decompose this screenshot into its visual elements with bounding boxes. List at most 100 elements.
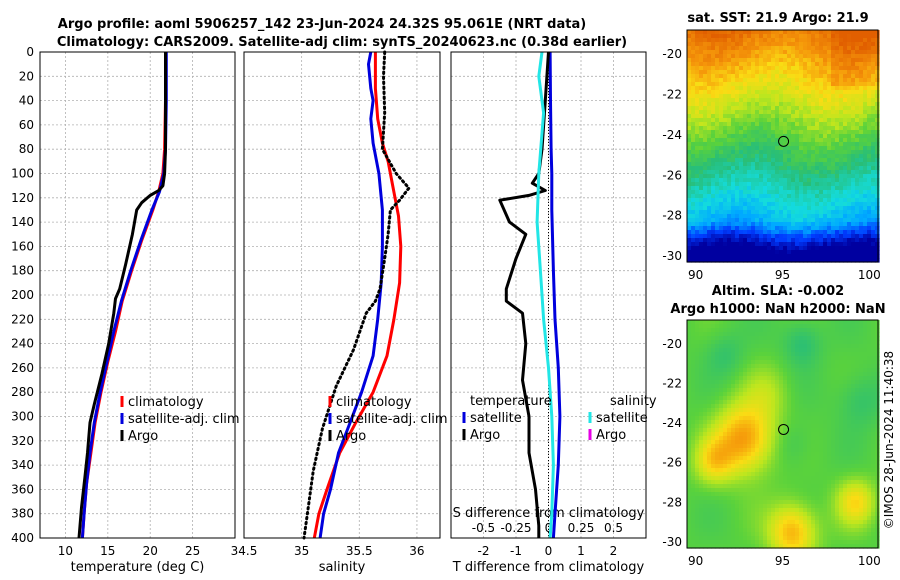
map-cell [731,154,736,159]
map-cell [823,420,828,425]
map-cell [759,372,764,377]
map-cell [691,344,696,349]
map-cell [747,106,752,111]
map-cell [707,480,712,485]
map-cell [711,230,716,235]
map-cell [687,456,692,461]
map-cell [735,420,740,425]
map-cell [755,238,760,243]
map-cell [699,336,704,341]
map-cell [783,110,788,115]
map-cell [803,118,808,123]
map-cell [695,464,700,469]
map-cell [755,452,760,457]
y-tick-label: 300 [11,410,34,424]
map-cell [775,250,780,255]
map-cell [739,524,744,529]
map-cell [799,114,804,119]
map-cell [783,254,788,259]
map-cell [791,504,796,509]
map-cell [827,444,832,449]
x-tick-label: 35.5 [346,544,373,558]
map-cell [831,178,836,183]
map-cell [735,496,740,501]
map-cell [723,516,728,521]
map-cell [731,500,736,505]
map-cell [807,170,812,175]
map-cell [727,214,732,219]
map-cell [875,38,880,43]
map-cell [775,360,780,365]
map-cell [723,202,728,207]
map-cell [699,472,704,477]
map-cell [715,50,720,55]
map-cell [847,182,852,187]
map-cell [739,130,744,135]
map-cell [699,46,704,51]
map-cell [779,202,784,207]
map-cell [787,190,792,195]
map-cell [803,536,808,541]
map-cell [719,74,724,79]
map-cell [755,162,760,167]
map-cell [795,412,800,417]
map-cell [775,376,780,381]
map-cell [723,356,728,361]
map-cell [751,150,756,155]
map-cell [795,328,800,333]
map-cell [731,218,736,223]
map-cell [763,246,768,251]
map-cell [815,372,820,377]
map-cell [763,436,768,441]
map-cell [775,110,780,115]
map-cell [799,94,804,99]
map-cell [755,432,760,437]
map-cell [739,218,744,223]
map-cell [843,34,848,39]
map-cell [763,182,768,187]
map-cell [859,54,864,59]
map-cell [727,496,732,501]
map-cell [811,114,816,119]
map-cell [695,170,700,175]
map-cell [823,528,828,533]
map-cell [779,536,784,541]
map-cell [815,520,820,525]
map-cell [719,94,724,99]
map-cell [815,194,820,199]
map-cell [859,166,864,171]
map-cell [843,114,848,119]
map-cell [811,420,816,425]
map-cell [711,50,716,55]
map-y-tick-label: -26 [662,168,682,182]
map-cell [715,460,720,465]
map-cell [747,198,752,203]
map-cell [875,94,880,99]
map-cell [803,82,808,87]
map-cell [795,134,800,139]
map-cell [815,532,820,537]
map-cell [811,78,816,83]
map-cell [743,138,748,143]
map-cell [843,142,848,147]
map-cell [779,58,784,63]
map-cell [731,432,736,437]
map-cell [743,258,748,263]
map-cell [715,452,720,457]
map-cell [699,328,704,333]
map-cell [747,194,752,199]
map-cell [767,46,772,51]
map-cell [723,432,728,437]
map-cell [787,210,792,215]
map-cell [839,122,844,127]
map-cell [751,178,756,183]
map-cell [759,448,764,453]
map-cell [731,480,736,485]
map-cell [803,254,808,259]
map-cell [731,408,736,413]
map-cell [735,178,740,183]
map-cell [719,170,724,175]
map-cell [807,448,812,453]
map-cell [775,58,780,63]
map-cell [771,102,776,107]
